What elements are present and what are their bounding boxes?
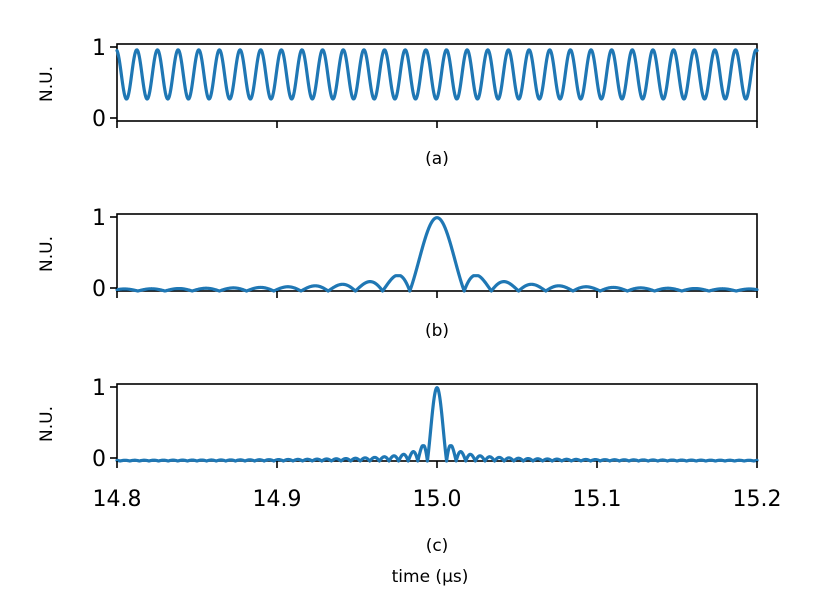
y-tick-label-c-1: 1 xyxy=(92,376,106,401)
y-tick-label-a-0: 0 xyxy=(92,107,106,132)
x-tick-label-3: 15.1 xyxy=(573,487,622,512)
panel-c: 0 1 N.U. 14.8 14.9 15.0 15.1 15.2 (c) ti… xyxy=(37,376,781,587)
x-tick-label-2: 15.0 xyxy=(413,487,462,512)
y-axis-label-a: N.U. xyxy=(37,66,57,102)
x-axis-label: time (μs) xyxy=(392,567,469,587)
axes-frame-c xyxy=(116,383,758,462)
panel-caption-c: (c) xyxy=(426,536,449,556)
trace-b xyxy=(115,216,759,293)
trace-a xyxy=(115,48,759,101)
y-tick-label-a-1: 1 xyxy=(92,36,106,61)
y-tick-label-b-1: 1 xyxy=(92,206,106,231)
y-axis-label-b: N.U. xyxy=(37,236,57,272)
panel-caption-b: (b) xyxy=(425,321,449,341)
trace-c xyxy=(115,386,759,463)
y-axis-label-c: N.U. xyxy=(37,406,57,442)
y-tick-label-b-0: 0 xyxy=(92,277,106,302)
y-tick-label-c-0: 0 xyxy=(92,447,106,472)
panel-caption-a: (a) xyxy=(425,149,449,169)
panel-a: 0 1 N.U. (a) xyxy=(37,36,759,169)
x-tick-label-0: 14.8 xyxy=(93,487,142,512)
x-tick-label-4: 15.2 xyxy=(733,487,782,512)
panel-b: 0 1 N.U. (b) xyxy=(37,206,759,341)
axes-frame-b xyxy=(116,213,758,292)
x-tick-label-1: 14.9 xyxy=(253,487,302,512)
